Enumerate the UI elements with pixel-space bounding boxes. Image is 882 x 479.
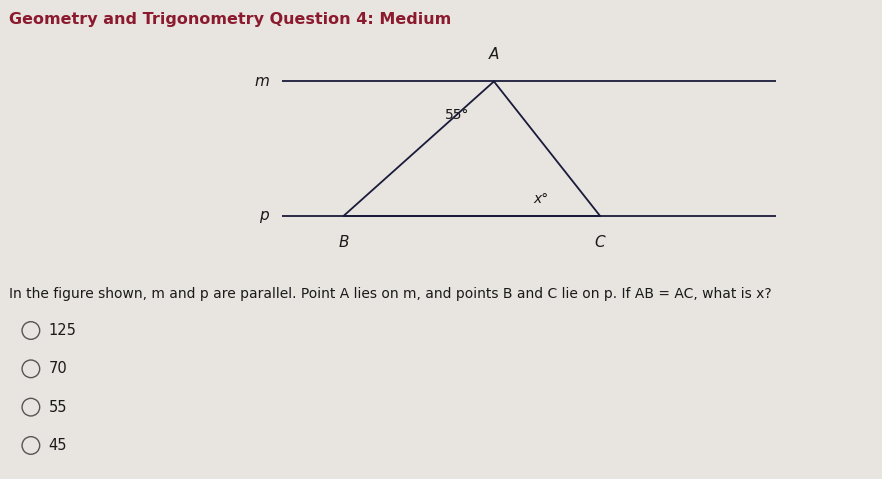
Text: 125: 125 [49,323,77,338]
Text: 55°: 55° [445,108,470,122]
Text: p: p [259,208,269,223]
Text: 45: 45 [49,438,67,453]
Text: x°: x° [534,192,549,206]
Text: A: A [489,47,499,62]
Text: In the figure shown, m and p are parallel. Point A lies on m, and points B and C: In the figure shown, m and p are paralle… [9,287,772,301]
Text: m: m [254,74,269,89]
Text: Geometry and Trigonometry Question 4: Medium: Geometry and Trigonometry Question 4: Me… [9,12,451,27]
Text: C: C [594,235,605,250]
Text: 55: 55 [49,399,67,415]
Text: 70: 70 [49,361,67,376]
Text: B: B [339,235,349,250]
